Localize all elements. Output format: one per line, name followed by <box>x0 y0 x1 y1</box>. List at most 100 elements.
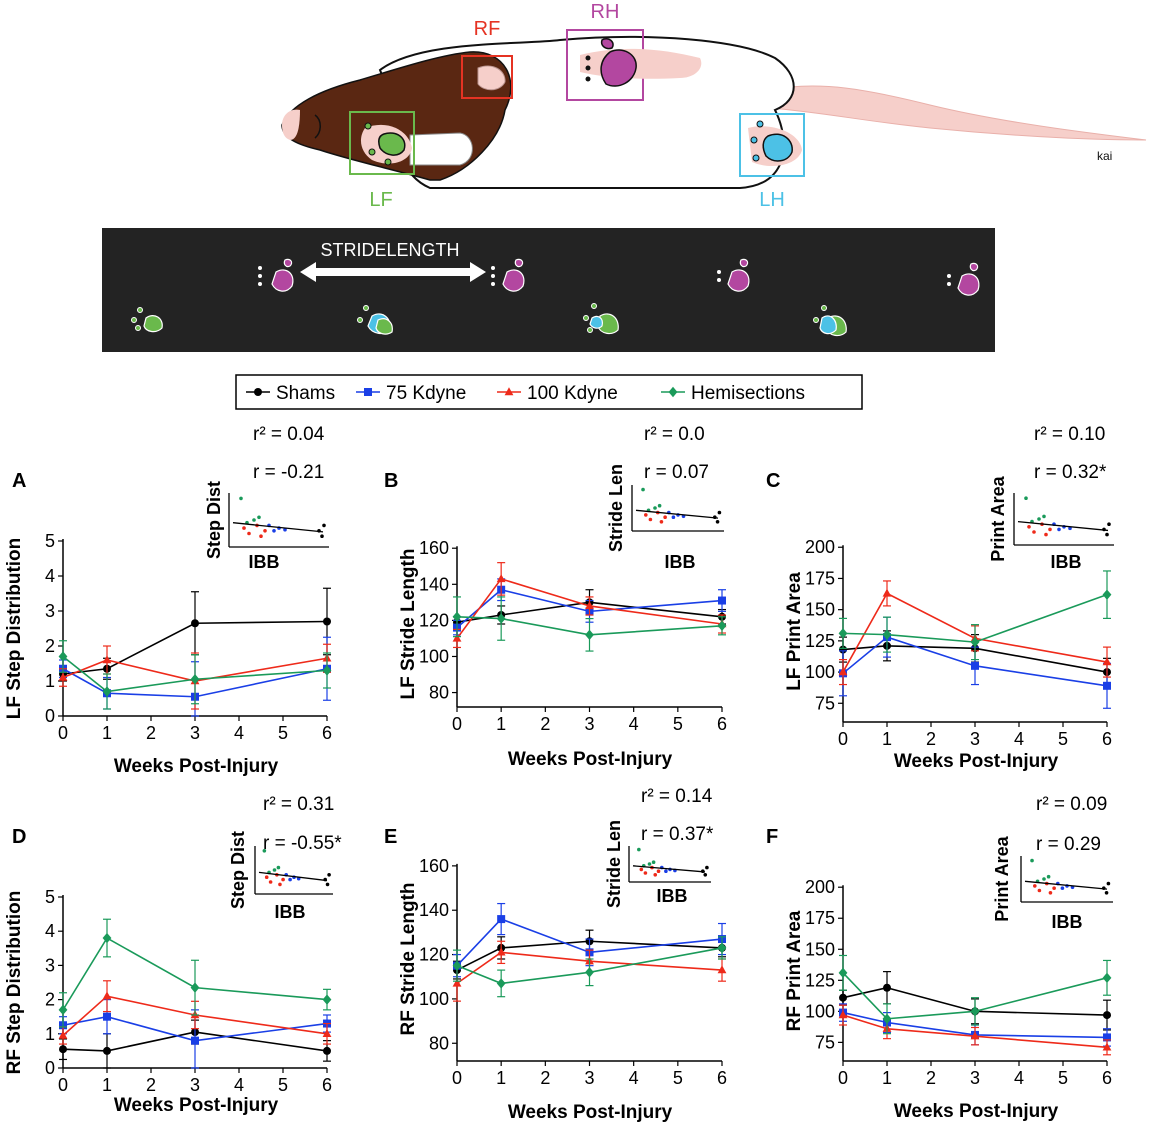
x-tick-label-B: 3 <box>584 714 594 734</box>
inset-point-shams <box>327 873 331 877</box>
inset-point-kd100 <box>1048 527 1052 532</box>
data-point-kd75 <box>718 596 726 605</box>
inset-point-kd100 <box>259 534 263 538</box>
x-tick-label-E: 1 <box>496 1068 506 1088</box>
inset-point-hemi <box>653 506 657 510</box>
legend-label-hemi: Hemisections <box>691 383 805 404</box>
data-point-kd75 <box>497 915 506 924</box>
x-axis-label-B: Weeks Post-Injury <box>508 749 673 770</box>
data-point-kd100 <box>585 601 594 610</box>
rh-label: RH <box>591 1 620 23</box>
data-point-hemi <box>717 942 727 954</box>
legend-item-kd75: 75 Kdyne <box>356 383 466 404</box>
data-point-hemi <box>452 960 462 971</box>
series-line-kd75 <box>62 1015 328 1042</box>
data-point-hemi <box>585 629 594 641</box>
x-tick-label-E: 6 <box>717 1068 727 1088</box>
x-tick-label-B: 2 <box>540 714 550 734</box>
inset-point-shams <box>320 534 324 538</box>
x-tick-label-C: 3 <box>970 729 980 749</box>
inset-r-value: r = -0.21 <box>253 462 324 483</box>
inset-point-hemi <box>262 849 267 853</box>
inset-point-kd100 <box>1033 884 1037 888</box>
x-tick-label-C: 6 <box>1102 729 1112 749</box>
y-tick-label-C: 175 <box>805 568 835 588</box>
y-tick-label-B: 120 <box>419 610 449 630</box>
data-point-kd100 <box>970 1031 980 1040</box>
inset-point-hemi <box>637 847 641 852</box>
y-axis-label-C: LF Print Area <box>784 572 805 691</box>
panel-A: A 0 1 2 3 4 5 0 1 2 3 4 5 6 Weeks Post-Injury LF Step D… <box>4 424 332 777</box>
y-tick-label-C: 200 <box>805 537 835 557</box>
data-point-kd100 <box>1102 657 1112 666</box>
y-tick-label-C: 100 <box>805 662 835 682</box>
legend: Shams 75 Kdyne 100 Kdyne Hemisections <box>235 374 863 410</box>
inset-x-label: IBB <box>275 902 306 922</box>
inset-point-shams <box>1106 881 1111 886</box>
data-point-hemi <box>882 629 892 640</box>
data-point-hemi <box>838 628 848 639</box>
inset-E: IBB Stride Len r² = 0.14 r = 0.37* <box>604 786 714 908</box>
data-point-kd100 <box>58 1030 68 1039</box>
data-point-hemi <box>838 967 848 979</box>
y-tick-label-E: 120 <box>419 945 449 965</box>
inset-B: IBB Stride Len r² = 0.0 r = 0.07 <box>606 424 724 572</box>
panel-letter-A: A <box>12 470 26 492</box>
x-axis-label-A: Weeks Post-Injury <box>114 756 279 777</box>
inset-point-kd100 <box>1037 888 1042 893</box>
data-point-kd75 <box>103 1012 111 1021</box>
panel-letter-D: D <box>12 826 26 848</box>
data-point-hemi <box>1102 972 1112 984</box>
inset-point-hemi <box>1042 514 1046 519</box>
data-point-hemi <box>970 636 980 648</box>
inset-regression-line <box>1017 520 1109 532</box>
series-line-shams <box>456 940 723 971</box>
x-tick-label-E: 5 <box>673 1068 683 1088</box>
series-line-kd100 <box>456 577 723 639</box>
series-line-kd100 <box>842 592 1108 673</box>
legend-marker-shams <box>254 388 262 396</box>
legend-marker-kd100 <box>504 387 514 396</box>
inset-point-kd100 <box>1044 532 1048 537</box>
x-tick-label-F: 3 <box>970 1068 980 1088</box>
inset-y-label: Stride Len <box>604 820 624 908</box>
y-tick-label-D: 5 <box>45 887 55 907</box>
x-tick-label-B: 6 <box>717 714 727 734</box>
data-point-kd100 <box>322 1029 332 1037</box>
inset-point-kd100 <box>1032 530 1036 534</box>
inset-r-squared: r² = 0.0 <box>644 424 705 445</box>
inset-point-kd100 <box>268 880 273 884</box>
inset-point-kd100 <box>663 515 667 519</box>
x-tick-label-C: 1 <box>882 729 892 749</box>
x-tick-label-D: 5 <box>278 1075 288 1095</box>
x-tick-label-A: 6 <box>322 723 332 743</box>
x-tick-label-E: 4 <box>629 1068 639 1088</box>
series-line-kd100 <box>842 1014 1108 1049</box>
series-line-hemi <box>842 593 1108 643</box>
data-point-kd100 <box>102 991 112 1000</box>
data-point-hemi <box>102 686 112 697</box>
inset-y-label: Step Dist <box>204 481 224 559</box>
inset-point-kd100 <box>648 517 653 522</box>
inset-point-kd100 <box>263 529 267 533</box>
y-tick-label-E: 100 <box>419 989 449 1009</box>
inset-point-kd100 <box>1052 886 1056 890</box>
x-tick-label-A: 0 <box>58 723 68 743</box>
y-tick-label-D: 0 <box>45 1058 55 1078</box>
inset-point-hemi <box>1042 877 1046 881</box>
inset-r-squared: r² = 0.09 <box>1036 794 1107 815</box>
x-tick-label-F: 2 <box>926 1068 936 1088</box>
rf-label: RF <box>474 18 501 40</box>
x-tick-label-B: 0 <box>452 714 462 734</box>
y-tick-label-A: 2 <box>45 636 55 656</box>
inset-y-label: Step Dist <box>228 831 248 909</box>
y-tick-label-B: 100 <box>419 646 449 666</box>
panel-letter-F: F <box>766 826 778 848</box>
panel-E: E 80 100 120 140 160 0 1 2 3 4 5 6 Weeks Post-Injury R… <box>384 786 727 1123</box>
series-line-kd100 <box>62 657 328 682</box>
inset-r-squared: r² = 0.31 <box>263 794 334 815</box>
inset-point-shams <box>325 882 330 887</box>
data-point-hemi <box>452 611 462 622</box>
inset-point-hemi <box>651 860 656 864</box>
inset-point-kd75 <box>1057 527 1061 532</box>
